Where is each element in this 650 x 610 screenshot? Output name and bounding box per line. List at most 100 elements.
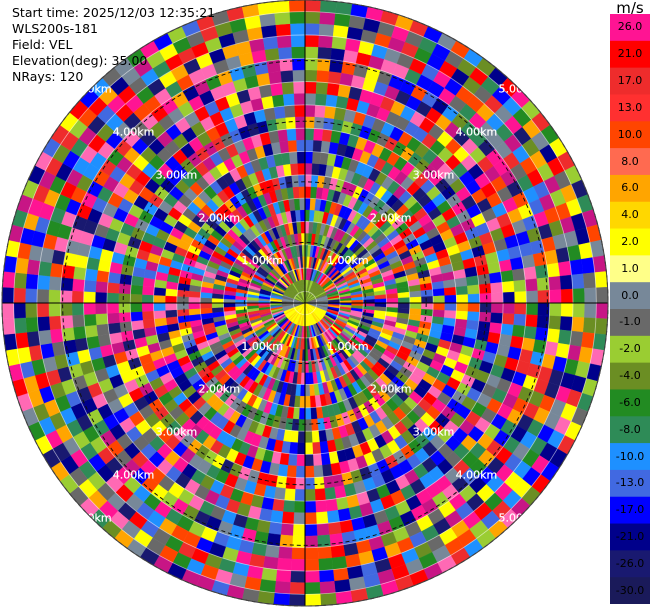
range-gate-cell xyxy=(299,197,306,211)
range-gate-cell xyxy=(317,58,331,72)
range-gate-cell xyxy=(320,452,331,466)
range-gate-cell xyxy=(525,290,539,304)
range-gate-cell xyxy=(261,567,278,582)
range-ring-label: 3.00km xyxy=(156,168,198,181)
range-gate-cell xyxy=(176,302,189,310)
range-gate-cell xyxy=(490,312,504,324)
range-gate-cell xyxy=(281,81,295,95)
range-ring-label: 3.00km xyxy=(413,168,455,181)
range-gate-cell xyxy=(502,291,515,304)
range-gate-cell xyxy=(119,321,133,333)
range-gate-cell xyxy=(141,302,154,312)
colorbar-tick-label: -4.0 xyxy=(619,369,641,383)
range-gate-cell xyxy=(444,302,457,312)
range-gate-cell xyxy=(477,273,491,285)
range-gate-cell xyxy=(107,322,122,335)
range-gate-cell xyxy=(335,496,349,511)
range-gate-cell xyxy=(572,302,585,318)
range-gate-cell xyxy=(311,163,320,176)
range-gate-cell xyxy=(176,308,190,317)
range-gate-cell xyxy=(316,523,330,536)
range-gate-cell xyxy=(317,546,332,560)
range-gate-cell xyxy=(292,69,306,83)
range-gate-cell xyxy=(304,34,320,48)
colorbar-tick-label: 17.0 xyxy=(617,74,643,88)
range-gate-cell xyxy=(72,314,85,328)
range-gate-cell xyxy=(314,104,326,118)
range-gate-cell xyxy=(298,407,306,420)
range-gate-cell xyxy=(594,271,608,288)
range-gate-cell xyxy=(13,302,26,319)
range-gate-cell xyxy=(277,128,289,143)
range-gate-cell xyxy=(290,23,306,36)
colorbar-bin xyxy=(610,67,650,95)
range-gate-cell xyxy=(293,81,306,94)
range-gate-cell xyxy=(234,302,247,307)
range-gate-cell xyxy=(290,34,306,48)
elevation-text: Elevation(deg): 35.00 xyxy=(12,53,148,68)
range-gate-cell xyxy=(310,407,318,420)
range-gate-cell xyxy=(479,293,492,304)
range-gate-cell xyxy=(421,302,434,310)
range-gate-cell xyxy=(296,151,306,164)
range-gate-cell xyxy=(432,295,445,304)
range-gate-cell xyxy=(26,330,41,347)
range-gate-cell xyxy=(491,302,504,314)
range-gate-cell xyxy=(71,290,85,304)
range-gate-cell xyxy=(276,35,292,49)
range-gate-cell xyxy=(595,302,609,320)
range-gate-cell xyxy=(176,296,189,304)
range-gate-cell xyxy=(319,11,336,26)
range-gate-cell xyxy=(26,259,41,276)
ppi-scan-plot: 1.00km 1.00km 1.00km 1.00km 2.00km 2.00km 2.00… xyxy=(1,0,609,607)
range-gate-cell xyxy=(259,579,276,593)
range-gate-cell xyxy=(304,442,314,455)
range-gate-cell xyxy=(188,308,201,316)
range-gate-cell xyxy=(320,0,337,14)
range-gate-cell xyxy=(502,302,515,315)
range-gate-cell xyxy=(299,209,306,222)
range-gate-cell xyxy=(118,302,131,313)
colorbar-bin xyxy=(610,40,650,69)
range-gate-cell xyxy=(318,23,335,37)
range-gate-cell xyxy=(273,105,286,120)
range-gate-cell xyxy=(304,81,317,94)
range-gate-cell xyxy=(285,116,297,130)
range-gate-cell xyxy=(95,280,109,293)
range-gate-cell xyxy=(268,521,283,535)
range-gate-cell xyxy=(523,325,537,340)
range-gate-cell xyxy=(535,264,549,279)
range-gate-cell xyxy=(304,395,311,409)
range-gate-cell xyxy=(490,282,504,294)
range-gate-cell xyxy=(141,310,155,321)
colorbar-bin xyxy=(610,335,650,364)
range-gate-cell xyxy=(316,70,330,83)
range-gate-cell xyxy=(329,59,344,73)
range-gate-cell xyxy=(261,95,275,110)
range-gate-cell xyxy=(304,500,317,513)
range-gate-cell xyxy=(15,257,29,274)
range-gate-cell xyxy=(304,512,317,525)
range-gate-cell xyxy=(292,58,306,71)
range-gate-cell xyxy=(498,259,513,273)
range-gate-cell xyxy=(595,286,609,304)
range-gate-cell xyxy=(443,286,457,296)
colorbar-bin xyxy=(610,309,650,337)
range-gate-cell xyxy=(97,333,112,347)
range-gate-cell xyxy=(294,104,306,117)
range-gate-cell xyxy=(296,442,306,455)
range-gate-cell xyxy=(432,309,445,318)
range-gate-cell xyxy=(48,276,62,291)
range-gate-cell xyxy=(321,463,333,478)
range-gate-cell xyxy=(304,58,318,71)
range-gate-cell xyxy=(291,174,300,188)
range-gate-cell xyxy=(304,69,318,83)
range-ring xyxy=(243,241,367,365)
range-gate-cell xyxy=(584,287,597,304)
range-gate-cell xyxy=(313,128,324,141)
range-gate-cell xyxy=(165,302,178,311)
range-gate-cell xyxy=(49,262,64,278)
range-gate-cell xyxy=(299,395,306,409)
range-gate-cell xyxy=(594,318,608,335)
range-gate-cell xyxy=(13,272,28,289)
